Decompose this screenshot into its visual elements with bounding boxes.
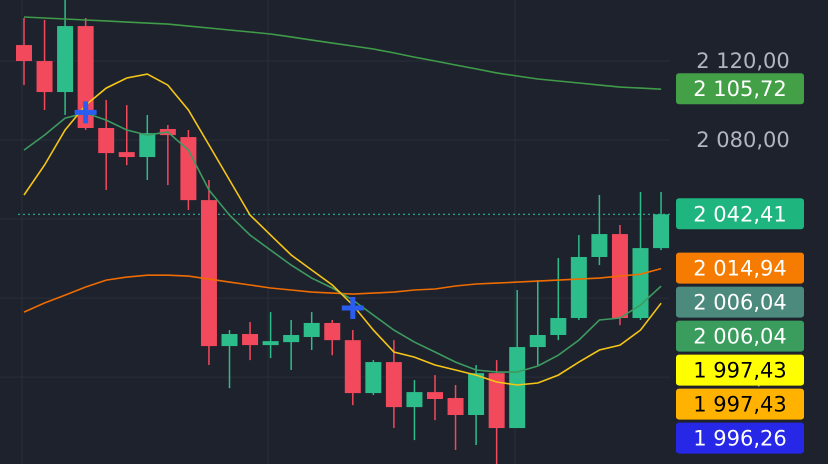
candle-body [385,362,402,408]
candle-body [200,200,217,347]
candle-body [324,322,341,341]
candle-body [16,45,32,62]
cross-marker [341,296,364,319]
ma-line [23,16,662,90]
price-label: 2 006,04 [693,291,787,315]
price-label: 1 996,26 [693,427,787,451]
price-label: 2 042,41 [693,202,787,226]
candle-body [180,137,197,201]
price-label-box [676,422,804,454]
candle-body [118,152,135,158]
candle-body [468,373,485,416]
price-label: 2 006,04 [693,325,787,349]
y-tick-label: 2 120,00 [696,49,790,73]
price-label-box [676,388,804,420]
cross-marker [74,101,97,124]
candle-body [427,392,443,400]
candle-body [262,341,279,346]
price-label-box [676,73,804,105]
candle-body [591,234,608,257]
candle-body [139,133,156,158]
candle-body [447,398,464,416]
candle-body [242,334,259,346]
ma-line [23,73,662,386]
candle-body [509,347,526,429]
candle-body [221,334,238,347]
candle-body [344,340,361,394]
candle-body [653,214,670,249]
y-tick-label: 2 080,00 [696,128,790,152]
candle-body [36,61,53,93]
candle-body [406,392,423,408]
price-label-box [676,198,804,230]
price-label-box [676,252,804,284]
candle-body [529,335,546,348]
candle-body [488,373,505,429]
candle-body [632,248,649,319]
price-label: 1 997,43 [693,393,787,417]
candle-body [570,256,587,319]
candle-body [365,362,382,394]
candle-body [550,318,567,336]
candle-body [303,322,320,337]
price-label-box [676,286,804,318]
price-label: 2 105,72 [693,77,787,101]
candle-body [98,128,115,154]
candle-body [283,335,300,343]
candle-body [57,26,74,93]
price-label: 1 997,43 [693,359,787,383]
price-label-box [676,320,804,352]
price-label: 2 014,94 [693,257,787,281]
price-label-box [676,354,804,386]
